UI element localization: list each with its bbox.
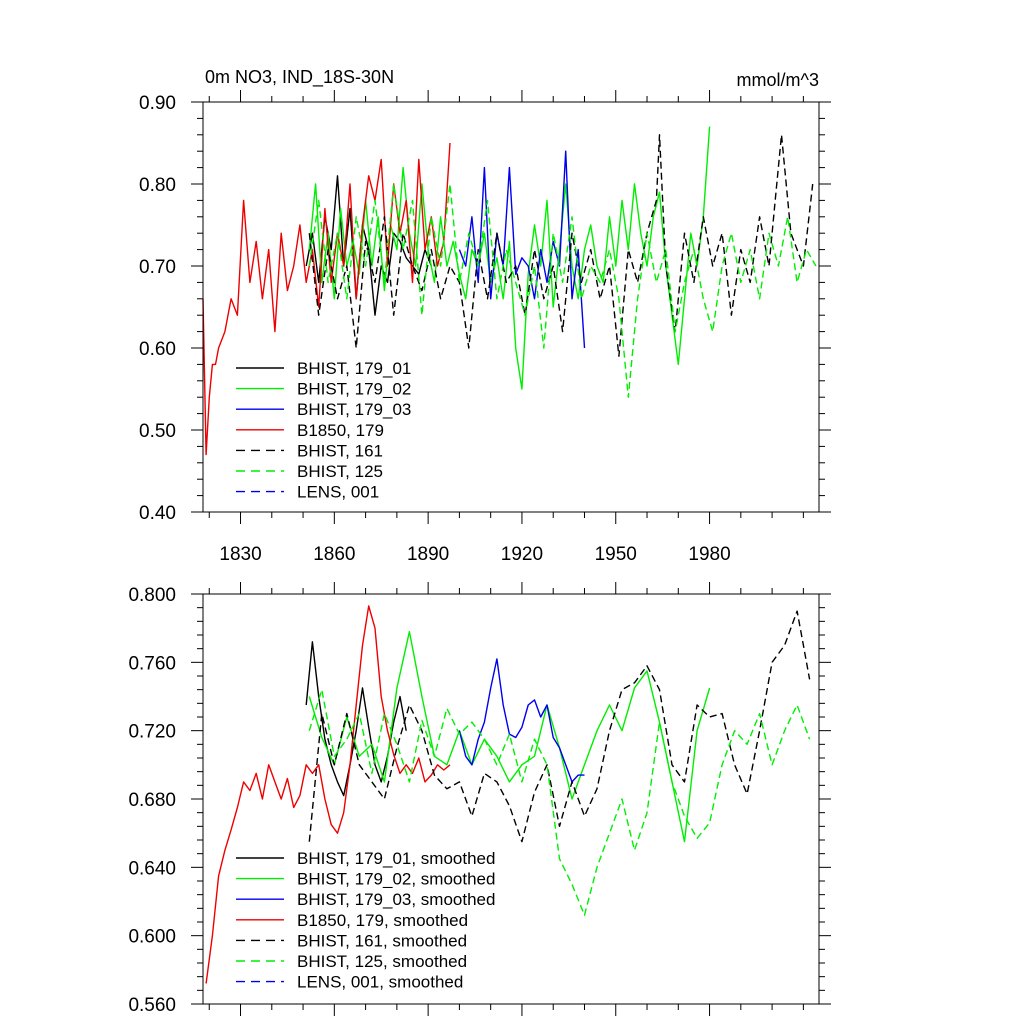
legend-label: BHIST, 179_03 <box>297 400 411 419</box>
bottom-panel-ticks: 0.560 0.600 0.640 0.680 0.720 0.760 0.800 <box>128 582 831 1016</box>
top-panel-series <box>202 126 817 456</box>
legend-label: BHIST, 179_02 <box>297 380 411 399</box>
y-tick-label: 0.40 <box>139 503 176 524</box>
x-tick-label: 1830 <box>219 544 261 565</box>
x-tick-label: 1860 <box>313 544 355 565</box>
series-line <box>458 150 586 349</box>
bottom-panel-frame <box>202 593 820 1005</box>
legend-label: LENS, 001 <box>297 483 379 502</box>
top-panel-units: mmol/m^3 <box>737 70 819 90</box>
bottom-panel-series <box>205 605 811 984</box>
series-line <box>308 183 817 398</box>
y-tick-label: 0.70 <box>139 257 176 278</box>
y-tick-label: 0.760 <box>128 653 176 674</box>
y-tick-label: 0.560 <box>128 995 176 1016</box>
x-tick-label: 1950 <box>595 544 637 565</box>
y-tick-label: 0.50 <box>139 421 176 442</box>
legend-label: BHIST, 179_03, smoothed <box>297 890 495 909</box>
legend-label: BHIST, 125 <box>297 462 383 481</box>
legend-label: B1850, 179, smoothed <box>297 911 468 930</box>
y-tick-label: 0.600 <box>128 927 176 948</box>
x-tick-label: 1980 <box>688 544 730 565</box>
legend-label: BHIST, 125, smoothed <box>297 952 467 971</box>
top-panel-title: 0m NO3, IND_18S-30N <box>205 67 394 88</box>
y-tick-label: 0.800 <box>128 585 176 606</box>
legend-label: BHIST, 161, smoothed <box>297 931 467 950</box>
y-tick-label: 0.90 <box>139 93 176 114</box>
y-tick-label: 0.640 <box>128 858 176 879</box>
series-line <box>308 126 711 390</box>
series-line <box>308 689 811 916</box>
series-line <box>308 630 711 843</box>
legend-label: BHIST, 179_02, smoothed <box>297 870 495 889</box>
legend-label: LENS, 001, smoothed <box>297 973 463 992</box>
top-panel-ticks: 1830 1860 1890 1920 1950 1980 0.40 0.50 0.60 0.70… <box>139 90 831 565</box>
x-tick-label: 1890 <box>407 544 449 565</box>
top-panel-frame <box>202 101 820 513</box>
series-line <box>202 142 451 456</box>
legend-label: BHIST, 179_01, smoothed <box>297 849 495 868</box>
series-line <box>205 605 451 984</box>
y-tick-label: 0.680 <box>128 790 176 811</box>
bottom-panel: 0.560 0.600 0.640 0.680 0.720 0.760 0.800 BHIS… <box>128 582 831 1016</box>
series-line <box>308 610 811 843</box>
legend-label: B1850, 179 <box>297 421 384 440</box>
y-tick-label: 0.720 <box>128 722 176 743</box>
legend-label: BHIST, 179_01 <box>297 359 411 378</box>
x-tick-label: 1920 <box>501 544 543 565</box>
y-tick-label: 0.60 <box>139 339 176 360</box>
top-panel: 0m NO3, IND_18S-30N mmol/m^3 1830 1860 189… <box>139 67 831 565</box>
y-tick-label: 0.80 <box>139 175 176 196</box>
bottom-panel-legend: BHIST, 179_01, smoothed BHIST, 179_02, sm… <box>236 849 495 992</box>
legend-label: BHIST, 161 <box>297 441 383 460</box>
series-line <box>308 134 814 357</box>
